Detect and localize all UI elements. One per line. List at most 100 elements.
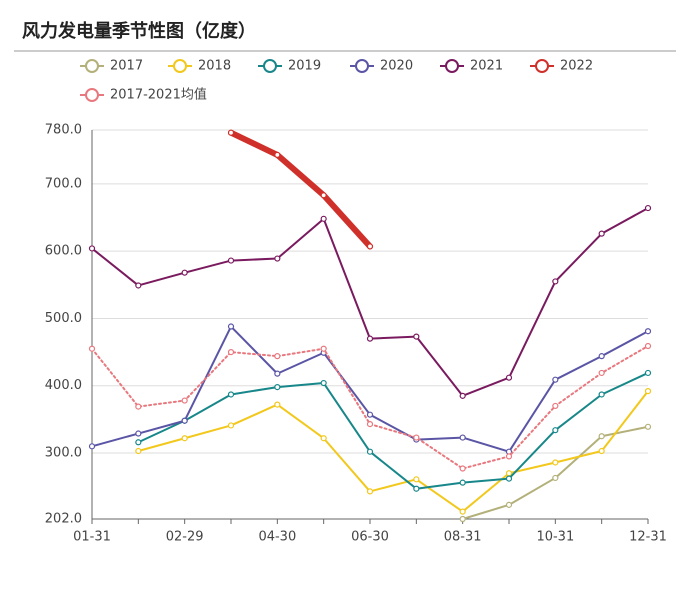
x-tick-label: 01-31 [73,530,111,545]
data-point [552,474,559,482]
series-line [137,371,649,490]
data-point [459,479,466,486]
data-point [459,465,466,472]
legend-marker [85,59,99,73]
legend-marker [173,59,187,73]
legend-label: 2018 [198,59,231,74]
data-point [88,443,96,450]
data-point [644,328,652,335]
data-point [598,230,605,237]
series-line [228,129,373,250]
data-point [227,323,235,330]
data-point [459,508,466,515]
data-point [227,129,235,136]
legend-label: 2017-2021均值 [110,87,207,103]
data-point [459,434,466,441]
data-point [552,459,559,466]
data-point [88,345,96,352]
data-point [227,422,235,429]
x-tick-label: 12-31 [629,530,667,545]
data-point [274,353,281,360]
data-point [505,475,513,482]
data-point [505,501,513,508]
data-point [320,192,327,199]
data-point [366,243,374,250]
y-tick-label: 400.0 [45,378,82,393]
data-point [552,376,559,383]
data-point [505,453,513,460]
data-point [552,402,559,410]
x-tick-label: 06-30 [351,530,389,545]
legend-marker [445,59,459,73]
x-tick-label: 08-31 [444,530,482,545]
y-tick-label: 600.0 [45,244,82,259]
data-point [181,397,188,404]
data-point [274,401,281,408]
data-point [413,434,420,441]
data-point [644,204,652,212]
data-point [413,485,420,492]
data-point [274,383,281,391]
data-point [552,427,559,434]
data-point [320,379,327,387]
data-point [598,353,605,360]
data-point [366,488,374,495]
data-point [135,282,142,289]
data-point [644,369,652,377]
data-point [181,435,188,442]
data-point [552,278,559,285]
legend-marker [355,59,369,73]
data-point [135,403,142,410]
data-point [227,391,235,398]
y-tick-label: 202.0 [45,512,82,527]
data-point [598,391,605,398]
data-point [413,476,420,483]
x-tick-label: 04-30 [258,530,296,545]
data-point [181,417,188,424]
legend-label: 2020 [380,59,413,74]
data-point [320,345,327,352]
data-point [274,151,281,159]
data-point [88,245,96,252]
data-point [459,515,466,523]
data-point [644,342,652,350]
data-point [366,421,374,428]
data-point [459,392,466,399]
legend-label: 2021 [470,59,503,74]
x-tick-label: 02-29 [166,530,204,545]
legend-marker [85,88,99,102]
data-point [505,374,513,381]
data-point [598,447,605,455]
data-point [320,215,327,222]
data-point [135,447,142,455]
y-tick-label: 700.0 [45,176,82,191]
y-tick-label: 780.0 [45,123,82,138]
data-point [598,369,605,377]
legend-marker [535,59,549,73]
legend-label: 2017 [110,59,143,74]
data-point [644,423,652,430]
y-tick-label: 500.0 [45,311,82,326]
data-point [505,470,513,477]
data-point [274,370,281,377]
legend-label: 2022 [560,59,593,74]
chart-title: 风力发电量季节性图（亿度） [22,20,256,42]
data-point [598,433,605,440]
data-point [366,448,374,455]
data-point [413,333,420,340]
data-point [227,348,235,356]
series-line [137,390,649,513]
data-point [644,388,652,395]
data-point [135,430,142,437]
data-point [366,411,374,418]
y-tick-label: 300.0 [45,446,82,461]
data-point [366,335,374,342]
data-point [181,269,188,276]
data-point [320,435,327,442]
data-point [227,257,235,264]
data-point [135,439,142,446]
data-point [274,255,281,262]
legend-label: 2019 [288,59,321,74]
